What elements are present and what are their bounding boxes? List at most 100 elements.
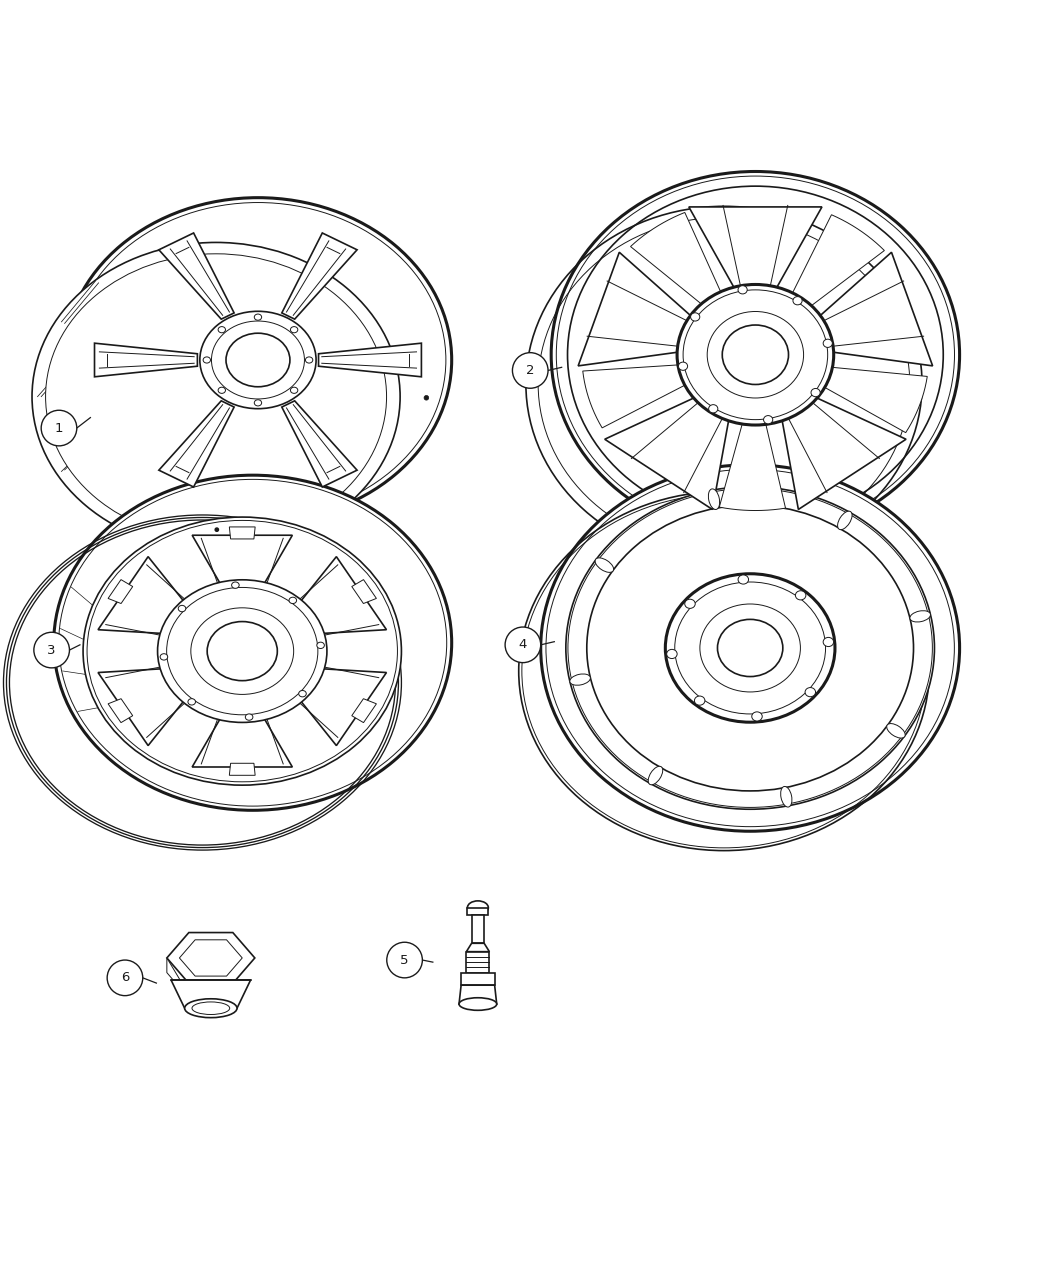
Polygon shape bbox=[281, 233, 357, 319]
Ellipse shape bbox=[232, 581, 239, 588]
Ellipse shape bbox=[838, 511, 852, 529]
Circle shape bbox=[107, 960, 143, 996]
Polygon shape bbox=[167, 958, 180, 987]
Polygon shape bbox=[789, 214, 884, 312]
Ellipse shape bbox=[700, 604, 800, 692]
Ellipse shape bbox=[192, 1002, 230, 1015]
Polygon shape bbox=[167, 932, 255, 983]
Ellipse shape bbox=[648, 766, 663, 785]
Polygon shape bbox=[352, 699, 376, 723]
Ellipse shape bbox=[568, 488, 932, 807]
Circle shape bbox=[386, 942, 422, 978]
Polygon shape bbox=[318, 343, 421, 377]
Ellipse shape bbox=[188, 699, 195, 705]
Polygon shape bbox=[94, 343, 197, 377]
Ellipse shape bbox=[666, 574, 835, 722]
Ellipse shape bbox=[722, 325, 789, 385]
Polygon shape bbox=[281, 400, 357, 487]
Ellipse shape bbox=[685, 599, 695, 608]
Ellipse shape bbox=[567, 186, 943, 523]
Ellipse shape bbox=[185, 998, 237, 1017]
Ellipse shape bbox=[298, 691, 307, 697]
Ellipse shape bbox=[254, 314, 261, 320]
Ellipse shape bbox=[45, 254, 386, 539]
Ellipse shape bbox=[191, 608, 294, 695]
Ellipse shape bbox=[678, 362, 688, 370]
Polygon shape bbox=[471, 915, 484, 944]
Ellipse shape bbox=[811, 389, 820, 397]
Polygon shape bbox=[180, 940, 243, 977]
Polygon shape bbox=[108, 699, 132, 723]
Polygon shape bbox=[98, 668, 195, 746]
Ellipse shape bbox=[459, 998, 497, 1010]
Polygon shape bbox=[461, 973, 495, 986]
Polygon shape bbox=[108, 580, 132, 603]
Ellipse shape bbox=[752, 711, 762, 722]
Ellipse shape bbox=[805, 687, 816, 696]
Ellipse shape bbox=[823, 638, 834, 646]
Ellipse shape bbox=[709, 488, 719, 510]
Ellipse shape bbox=[167, 588, 318, 715]
Ellipse shape bbox=[83, 518, 401, 785]
Ellipse shape bbox=[218, 388, 226, 394]
Text: 2: 2 bbox=[526, 363, 534, 377]
Ellipse shape bbox=[738, 286, 748, 295]
Text: 3: 3 bbox=[47, 644, 56, 657]
Ellipse shape bbox=[566, 487, 934, 810]
Circle shape bbox=[34, 632, 69, 668]
Polygon shape bbox=[816, 366, 927, 432]
Ellipse shape bbox=[675, 581, 825, 714]
Polygon shape bbox=[159, 233, 234, 319]
Circle shape bbox=[41, 411, 77, 446]
Polygon shape bbox=[98, 557, 195, 635]
Polygon shape bbox=[467, 908, 488, 915]
Polygon shape bbox=[459, 986, 497, 1003]
Ellipse shape bbox=[570, 674, 590, 685]
Ellipse shape bbox=[158, 580, 327, 723]
Ellipse shape bbox=[595, 558, 613, 572]
Ellipse shape bbox=[306, 357, 313, 363]
Polygon shape bbox=[159, 400, 234, 487]
Ellipse shape bbox=[886, 724, 905, 738]
Polygon shape bbox=[605, 393, 731, 510]
Ellipse shape bbox=[763, 416, 773, 423]
Polygon shape bbox=[290, 557, 386, 635]
Ellipse shape bbox=[910, 611, 930, 622]
Ellipse shape bbox=[556, 176, 954, 533]
Ellipse shape bbox=[546, 469, 954, 826]
Ellipse shape bbox=[291, 388, 298, 394]
Polygon shape bbox=[229, 527, 255, 539]
Polygon shape bbox=[466, 951, 489, 973]
Text: 5: 5 bbox=[400, 954, 408, 966]
Polygon shape bbox=[780, 393, 906, 510]
Ellipse shape bbox=[254, 400, 261, 405]
Polygon shape bbox=[192, 704, 292, 768]
Ellipse shape bbox=[694, 696, 705, 705]
Ellipse shape bbox=[541, 464, 960, 831]
Polygon shape bbox=[631, 213, 724, 311]
Ellipse shape bbox=[709, 404, 718, 413]
Ellipse shape bbox=[200, 311, 316, 409]
Polygon shape bbox=[719, 414, 785, 510]
Text: 1: 1 bbox=[55, 422, 63, 435]
Ellipse shape bbox=[587, 505, 914, 790]
Ellipse shape bbox=[203, 357, 210, 363]
Ellipse shape bbox=[32, 242, 400, 551]
Text: 6: 6 bbox=[121, 972, 129, 984]
Polygon shape bbox=[352, 580, 376, 603]
Ellipse shape bbox=[54, 476, 452, 811]
Polygon shape bbox=[583, 365, 694, 428]
Ellipse shape bbox=[780, 787, 792, 807]
Ellipse shape bbox=[317, 643, 324, 649]
Ellipse shape bbox=[677, 284, 834, 425]
Polygon shape bbox=[812, 252, 932, 366]
Ellipse shape bbox=[218, 326, 226, 333]
Ellipse shape bbox=[691, 312, 699, 321]
Ellipse shape bbox=[467, 901, 488, 914]
Ellipse shape bbox=[551, 171, 960, 538]
Polygon shape bbox=[229, 764, 255, 775]
Polygon shape bbox=[689, 207, 822, 297]
Ellipse shape bbox=[70, 203, 446, 518]
Polygon shape bbox=[466, 944, 489, 951]
Ellipse shape bbox=[793, 297, 802, 305]
